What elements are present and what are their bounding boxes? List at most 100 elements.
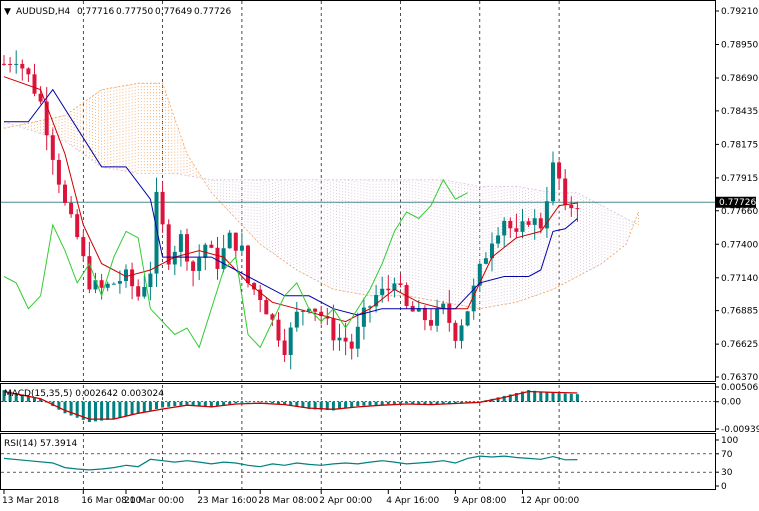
rsi-tick-label: 0: [721, 482, 727, 492]
price-tick-label: 0.76370: [721, 373, 758, 383]
macd-bar: [380, 401, 384, 405]
macd-bar: [118, 401, 122, 418]
candle-body: [398, 283, 403, 286]
candle-body: [105, 283, 110, 288]
candle-body: [20, 63, 25, 69]
candle-body: [56, 159, 61, 185]
candle-body: [435, 308, 440, 326]
macd-axis: 0.005062 0.00 -0.00939: [715, 383, 759, 435]
rsi-panel[interactable]: [0, 433, 716, 490]
candle-body: [532, 218, 537, 225]
candle-body: [313, 308, 318, 312]
macd-bar: [100, 401, 104, 421]
candle-body: [429, 320, 433, 326]
macd-bar: [191, 401, 195, 406]
candle-body: [471, 285, 476, 312]
macd-bar: [209, 401, 213, 408]
price-tick-label: 0.79210: [721, 7, 758, 17]
macd-bar: [460, 401, 463, 403]
macd-bar: [142, 401, 146, 412]
macd-bar: [63, 401, 67, 414]
macd-bar: [33, 397, 36, 402]
candle-body: [294, 311, 299, 328]
macd-bar: [319, 401, 323, 410]
header-arrow[interactable]: ▼: [4, 7, 11, 17]
candle-body: [276, 319, 281, 341]
candle-body: [99, 280, 104, 288]
macd-bar: [399, 401, 402, 404]
macd-bar: [8, 391, 12, 402]
time-tick-label: 12 Apr 00:00: [521, 496, 580, 506]
macd-tick-label: 0.00: [721, 398, 741, 408]
macd-label: MACD(15,35,5) 0.002642 0.003024: [4, 389, 164, 399]
time-tick-label: 4 Apr 16:00: [386, 496, 439, 506]
macd-bar: [148, 401, 152, 411]
price-tick-label: 0.78175: [721, 140, 758, 150]
macd-bar: [331, 401, 335, 411]
candle-body: [258, 289, 263, 300]
macd-bar: [313, 401, 317, 410]
candle-body: [26, 68, 31, 75]
candle-body: [477, 263, 482, 286]
macd-bar: [203, 401, 207, 407]
macd-bar: [386, 401, 390, 405]
macd-bar: [447, 401, 451, 404]
high-value: 0.77750: [116, 7, 153, 17]
candle-body: [331, 318, 336, 341]
candle-body: [209, 244, 214, 248]
low-value: 0.77649: [155, 7, 192, 17]
candle-body: [117, 281, 122, 284]
candle-body: [447, 303, 452, 323]
candle-body: [111, 283, 116, 285]
macd-bar: [374, 401, 378, 405]
macd-bar: [228, 401, 232, 405]
candle-body: [551, 162, 555, 202]
price-tick-label: 0.78950: [721, 41, 758, 51]
price-axis: 0.79210 0.78950 0.78690 0.78435 0.78175 0.779…: [715, 7, 758, 383]
macd-bar: [539, 391, 543, 402]
macd-bar: [563, 393, 567, 402]
time-tick-label: 9 Apr 08:00: [453, 496, 506, 506]
macd-tick-label: 0.005062: [721, 383, 759, 393]
candle-body: [483, 258, 488, 264]
tenkan-sen-line: [3, 76, 578, 323]
candle-body: [233, 232, 238, 251]
price-tick-label: 0.76885: [721, 307, 758, 317]
candle-body: [221, 248, 226, 269]
macd-bar: [69, 401, 73, 416]
candle-body: [361, 307, 366, 327]
macd-bar: [185, 401, 189, 405]
candle-body: [514, 228, 519, 232]
candle-body: [300, 310, 305, 312]
candle-body: [368, 306, 372, 308]
macd-bar: [496, 397, 500, 402]
candle-body: [166, 224, 171, 265]
macd-bar: [338, 401, 341, 410]
macd-bar: [551, 392, 555, 402]
macd-bar: [417, 401, 421, 404]
macd-bar: [161, 401, 165, 408]
macd-bar: [2, 390, 6, 402]
macd-bar: [264, 401, 268, 403]
macd-bar: [20, 394, 24, 402]
candle-body: [172, 251, 177, 265]
candle-body: [282, 340, 287, 355]
candle-body: [453, 322, 458, 341]
candle-body: [14, 63, 19, 65]
rsi-tick-label: 70: [721, 450, 733, 460]
candle-body: [81, 237, 86, 257]
candle-body: [93, 280, 98, 290]
candle-body: [75, 214, 80, 238]
symbol-label: AUDUSD,H4: [16, 7, 71, 17]
candle-body: [544, 201, 549, 229]
candle-body: [252, 283, 257, 290]
macd-bar: [453, 401, 457, 404]
macd-bar: [356, 401, 360, 407]
macd-bar: [411, 401, 415, 404]
candle-body: [465, 311, 470, 326]
macd-bar: [179, 401, 183, 406]
candle-body: [136, 286, 141, 297]
candle-body: [355, 326, 360, 349]
macd-bar: [197, 401, 201, 407]
